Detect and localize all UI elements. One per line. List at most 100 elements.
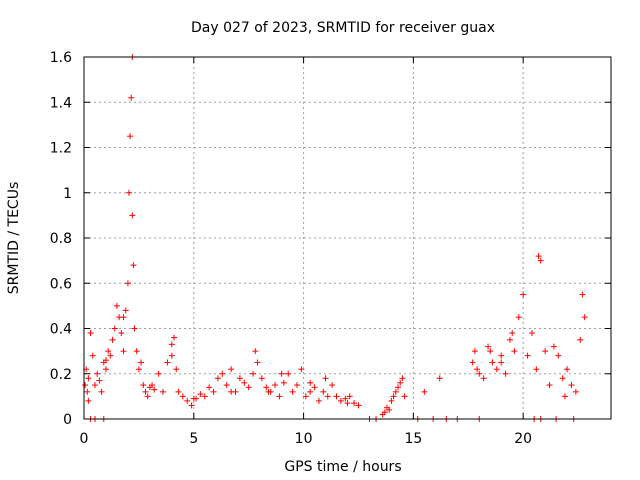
data-point bbox=[559, 375, 566, 382]
data-point bbox=[579, 291, 586, 298]
data-point bbox=[149, 382, 156, 389]
data-point bbox=[175, 388, 182, 395]
data-point bbox=[85, 397, 92, 404]
data-point bbox=[265, 388, 272, 395]
data-point bbox=[550, 343, 557, 350]
data-point bbox=[94, 370, 101, 377]
data-point bbox=[87, 330, 94, 337]
data-point bbox=[476, 370, 483, 377]
x-tick-label: 0 bbox=[80, 431, 89, 447]
data-point bbox=[351, 400, 358, 407]
data-point bbox=[493, 366, 500, 373]
data-point bbox=[307, 379, 314, 386]
data-point bbox=[346, 393, 353, 400]
data-point bbox=[241, 379, 248, 386]
x-tick-label: 10 bbox=[295, 431, 313, 447]
data-point bbox=[96, 377, 103, 384]
data-point bbox=[480, 375, 487, 382]
data-point bbox=[487, 348, 494, 355]
data-point bbox=[572, 388, 579, 395]
data-point bbox=[276, 393, 283, 400]
data-point bbox=[399, 375, 406, 382]
data-point bbox=[272, 382, 279, 389]
data-point bbox=[285, 370, 292, 377]
data-point bbox=[120, 348, 127, 355]
y-tick-label: 0.2 bbox=[50, 367, 72, 383]
x-axis-label: GPS time / hours bbox=[284, 459, 401, 475]
data-point bbox=[168, 341, 175, 348]
data-point bbox=[138, 359, 145, 366]
data-point bbox=[129, 212, 136, 219]
data-point bbox=[140, 382, 147, 389]
data-point bbox=[320, 388, 327, 395]
data-point bbox=[564, 366, 571, 373]
data-point bbox=[333, 393, 340, 400]
data-point bbox=[535, 253, 542, 260]
data-point bbox=[228, 366, 235, 373]
data-point bbox=[533, 366, 540, 373]
data-point bbox=[201, 393, 208, 400]
data-point bbox=[179, 393, 186, 400]
data-point bbox=[82, 382, 89, 389]
data-point bbox=[577, 336, 584, 343]
data-point bbox=[131, 325, 138, 332]
data-point bbox=[511, 348, 518, 355]
data-point bbox=[421, 388, 428, 395]
x-tick-label: 5 bbox=[189, 431, 198, 447]
data-point bbox=[91, 382, 98, 389]
data-point bbox=[151, 386, 158, 393]
data-point bbox=[485, 343, 492, 350]
data-point bbox=[515, 314, 522, 321]
data-point bbox=[254, 359, 261, 366]
data-point bbox=[392, 388, 399, 395]
data-point bbox=[206, 384, 213, 391]
data-point bbox=[84, 388, 91, 395]
data-point bbox=[89, 352, 96, 359]
data-point bbox=[568, 382, 575, 389]
data-point bbox=[520, 291, 527, 298]
data-point bbox=[219, 370, 226, 377]
data-point bbox=[102, 357, 109, 364]
y-axis-label: SRMTID / TECUs bbox=[6, 182, 22, 295]
data-point bbox=[118, 330, 125, 337]
data-point bbox=[85, 375, 92, 382]
data-point bbox=[111, 325, 118, 332]
data-point bbox=[315, 397, 322, 404]
data-point bbox=[397, 379, 404, 386]
y-tick-label: 1.4 bbox=[50, 95, 72, 111]
axis-ticks: 0 0.2 0.4 0.6 0.8 1 1.2 1.4 1.6 0 5 10 15 20 bbox=[50, 50, 611, 447]
data-point bbox=[252, 348, 259, 355]
data-point bbox=[355, 402, 362, 409]
data-point bbox=[98, 388, 105, 395]
data-point bbox=[506, 336, 513, 343]
data-point bbox=[142, 388, 149, 395]
data-point bbox=[489, 359, 496, 366]
data-point bbox=[329, 382, 336, 389]
data-points bbox=[82, 54, 588, 422]
data-point bbox=[263, 384, 270, 391]
data-point bbox=[561, 393, 568, 400]
data-point bbox=[386, 406, 393, 413]
data-point bbox=[107, 352, 114, 359]
data-point bbox=[214, 375, 221, 382]
data-point bbox=[502, 370, 509, 377]
data-point bbox=[311, 384, 318, 391]
data-point bbox=[344, 400, 351, 407]
data-point bbox=[188, 402, 195, 409]
data-point bbox=[124, 280, 131, 287]
data-point bbox=[278, 370, 285, 377]
data-point bbox=[509, 330, 516, 337]
y-tick-label: 0.4 bbox=[50, 322, 72, 338]
data-point bbox=[127, 133, 134, 140]
data-point bbox=[390, 393, 397, 400]
data-point bbox=[498, 352, 505, 359]
data-point bbox=[546, 382, 553, 389]
data-point bbox=[155, 370, 162, 377]
data-point bbox=[381, 409, 388, 416]
data-point bbox=[528, 330, 535, 337]
chart-title: Day 027 of 2023, SRMTID for receiver gua… bbox=[191, 20, 495, 36]
data-point bbox=[388, 397, 395, 404]
y-tick-label: 1.6 bbox=[50, 50, 72, 66]
data-point bbox=[293, 382, 300, 389]
data-point bbox=[469, 359, 476, 366]
